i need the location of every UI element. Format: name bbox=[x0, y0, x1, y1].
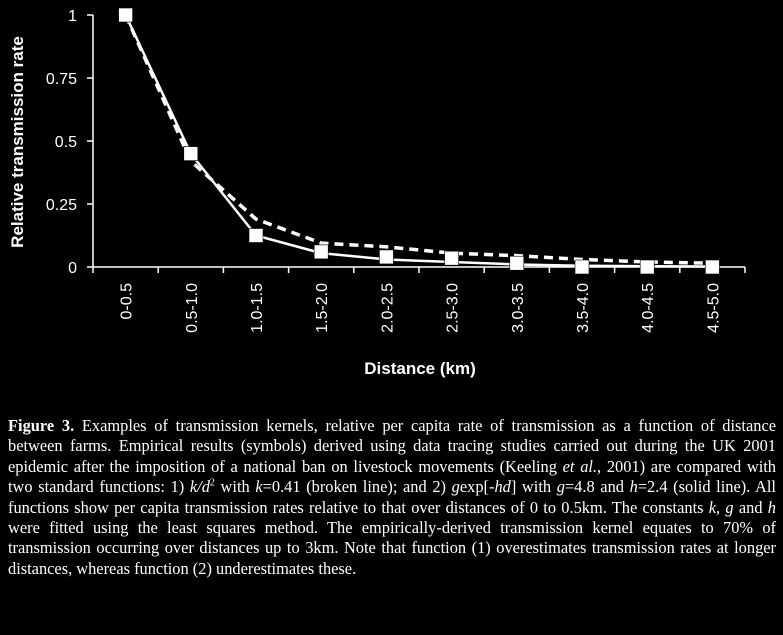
x-axis-title: Distance (km) bbox=[364, 359, 475, 378]
caption-variable: hd bbox=[494, 477, 511, 497]
data-marker bbox=[313, 244, 329, 260]
data-marker bbox=[248, 228, 264, 243]
x-tick-label: 0-0.5 bbox=[119, 283, 136, 320]
figure-caption: Figure 3. Examples of transmission kerne… bbox=[8, 416, 776, 579]
data-marker bbox=[444, 250, 459, 266]
data-marker bbox=[574, 259, 590, 275]
y-axis-title: Relative transmission rate bbox=[8, 36, 27, 248]
x-tick-label: 4.5-5.0 bbox=[705, 283, 722, 333]
caption-text: were fitted using the least squares meth… bbox=[8, 518, 776, 578]
tick-labels: 0 0.25 0.5 0.75 1 0-0.5 0.5-1.0 1.0-1.5 1.5-2.0 2… bbox=[46, 8, 723, 333]
series-markers bbox=[118, 7, 720, 275]
caption-text: exp[- bbox=[459, 477, 495, 497]
x-tick-label: 0.5-1.0 bbox=[184, 283, 201, 333]
caption-text: and bbox=[733, 497, 768, 517]
data-marker bbox=[705, 259, 720, 275]
y-tick-label: 0.5 bbox=[55, 134, 77, 151]
y-tick-label: 1 bbox=[68, 8, 77, 25]
solid-line-series bbox=[124, 14, 713, 268]
y-tick-label: 0.75 bbox=[46, 71, 77, 88]
x-tick-label: 3.0-3.5 bbox=[510, 283, 527, 333]
data-marker bbox=[639, 259, 655, 275]
caption-formula: k/d bbox=[189, 477, 210, 497]
caption-text: with bbox=[214, 477, 256, 497]
y-tick-label: 0.25 bbox=[46, 197, 77, 214]
caption-text: =2.4 (solid line). All functions show pe… bbox=[8, 477, 776, 517]
caption-variable: k bbox=[255, 477, 263, 497]
data-marker bbox=[118, 7, 133, 23]
caption-superscript: 2 bbox=[209, 477, 215, 489]
caption-italic: et al. bbox=[562, 456, 598, 476]
caption-variable: h bbox=[767, 497, 776, 517]
figure-label: Figure 3. bbox=[8, 416, 75, 435]
caption-variable: g bbox=[725, 497, 734, 517]
caption-text: =0.41 (broken line); and 2) bbox=[262, 477, 452, 497]
data-marker bbox=[183, 146, 199, 161]
x-tick-label: 2.0-2.5 bbox=[379, 283, 396, 333]
caption-variable: g bbox=[451, 477, 460, 497]
caption-variable: h bbox=[629, 477, 638, 497]
y-tick-label: 0 bbox=[68, 260, 77, 277]
data-marker bbox=[379, 249, 394, 265]
x-tick-label: 1.0-1.5 bbox=[249, 283, 266, 333]
x-tick-label: 3.5-4.0 bbox=[575, 283, 592, 333]
caption-text: Examples of transmission kernels, relati… bbox=[8, 416, 776, 476]
caption-text: ] bbox=[510, 477, 517, 497]
caption-variable: k bbox=[708, 497, 717, 517]
x-tick-label: 2.5-3.0 bbox=[445, 283, 462, 333]
caption-text: =4.8 and bbox=[564, 477, 630, 497]
caption-variable: g bbox=[556, 477, 565, 497]
chart: 0 0.25 0.5 0.75 1 0-0.5 0.5-1.0 1.0-1.5 1.5-2.0 2… bbox=[8, 7, 746, 378]
caption-text: , bbox=[716, 497, 726, 517]
data-marker bbox=[509, 255, 525, 271]
x-tick-label: 1.5-2.0 bbox=[314, 283, 331, 333]
caption-text: with bbox=[516, 477, 557, 497]
broken-line-series bbox=[124, 14, 713, 265]
series-lines bbox=[124, 14, 713, 268]
caption-text: , 2001) are compared with two standard f… bbox=[8, 456, 776, 497]
x-tick-label: 4.0-4.5 bbox=[640, 283, 657, 333]
